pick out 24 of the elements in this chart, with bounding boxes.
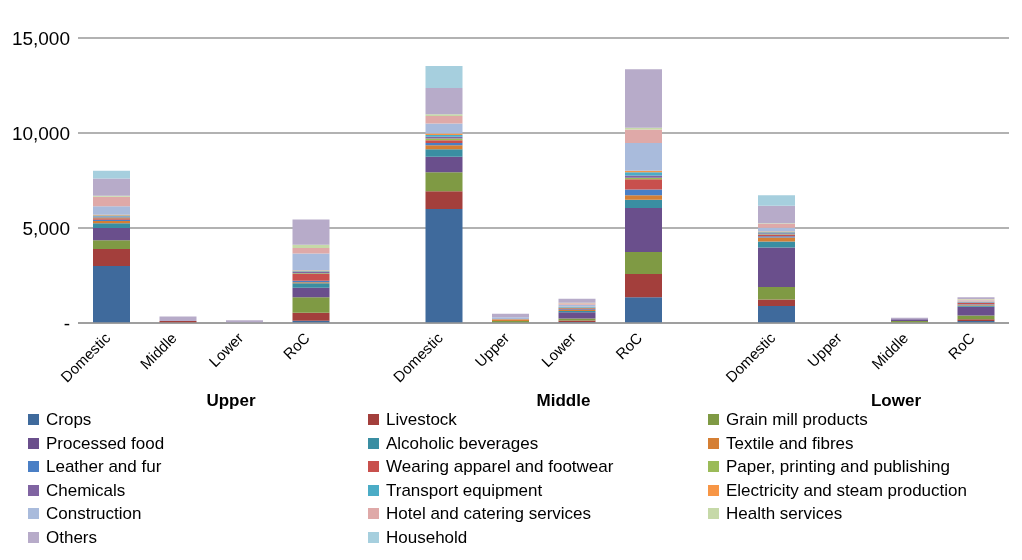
legend-label: Household: [386, 526, 468, 549]
legend-label: Leather and fur: [46, 456, 162, 478]
legend-label: Hotel and catering services: [386, 503, 592, 525]
y-tick-label: 15,000: [11, 27, 70, 49]
legend-label: Health services: [726, 503, 843, 525]
text: Lower: [869, 391, 923, 411]
y-tick-label: 5,000: [22, 217, 70, 239]
legend-label: Crops: [46, 409, 92, 431]
legend-label: Wearing apparel and footwear: [386, 456, 614, 478]
text: Upper: [205, 391, 257, 411]
legend-label: Alcoholic beverages: [386, 432, 539, 455]
legend-label: Transport equipment: [386, 479, 543, 502]
legend-label: Livestock: [386, 409, 457, 431]
legend-label: Grain mill products: [726, 409, 868, 431]
legend-label: Electricity and steam production: [726, 479, 967, 502]
text: Middle: [535, 391, 592, 411]
y-tick-label: 10,000: [11, 122, 70, 144]
legend-label: Textile and fibres: [726, 432, 854, 455]
legend-label: Processed food: [46, 432, 165, 455]
legend-label: Paper, printing and publishing: [726, 456, 950, 478]
legend-label: Others: [46, 526, 98, 549]
y-tick-label: -: [63, 312, 70, 334]
legend-label: Chemicals: [46, 479, 126, 502]
legend-label: Construction: [46, 503, 142, 525]
